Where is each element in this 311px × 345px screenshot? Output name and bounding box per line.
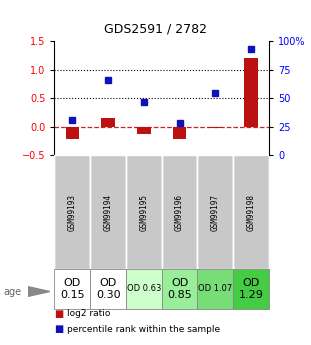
Text: percentile rank within the sample: percentile rank within the sample	[67, 325, 220, 334]
Bar	[233, 155, 269, 269]
Bar	[54, 155, 90, 269]
Text: log2 ratio: log2 ratio	[67, 309, 110, 318]
Text: GDS2591 / 2782: GDS2591 / 2782	[104, 22, 207, 36]
Text: GSM99198: GSM99198	[247, 194, 256, 231]
Text: GSM99196: GSM99196	[175, 194, 184, 231]
Text: GSM99195: GSM99195	[139, 194, 148, 231]
Text: OD
0.85: OD 0.85	[167, 278, 192, 300]
Text: OD
0.30: OD 0.30	[96, 278, 120, 300]
Text: OD 1.07: OD 1.07	[198, 284, 233, 294]
Bar	[244, 58, 258, 127]
Bar	[126, 269, 162, 309]
Text: age: age	[3, 287, 21, 296]
Bar	[162, 155, 197, 269]
Bar	[162, 269, 197, 309]
Text: ■: ■	[54, 325, 64, 334]
Text: OD 0.63: OD 0.63	[127, 284, 161, 294]
Bar	[137, 127, 151, 134]
Text: GSM99194: GSM99194	[104, 194, 113, 231]
Bar	[90, 155, 126, 269]
Bar	[54, 269, 90, 309]
Text: ■: ■	[54, 309, 64, 319]
Bar	[66, 127, 79, 139]
Polygon shape	[28, 287, 50, 296]
Bar	[173, 127, 186, 139]
Bar	[197, 269, 233, 309]
Bar	[126, 155, 162, 269]
Text: GSM99197: GSM99197	[211, 194, 220, 231]
Text: GSM99193: GSM99193	[68, 194, 77, 231]
Bar	[101, 118, 115, 127]
Text: OD
1.29: OD 1.29	[239, 278, 263, 300]
Bar	[209, 127, 222, 128]
Text: OD
0.15: OD 0.15	[60, 278, 85, 300]
Bar	[233, 269, 269, 309]
Bar	[90, 269, 126, 309]
Bar	[197, 155, 233, 269]
